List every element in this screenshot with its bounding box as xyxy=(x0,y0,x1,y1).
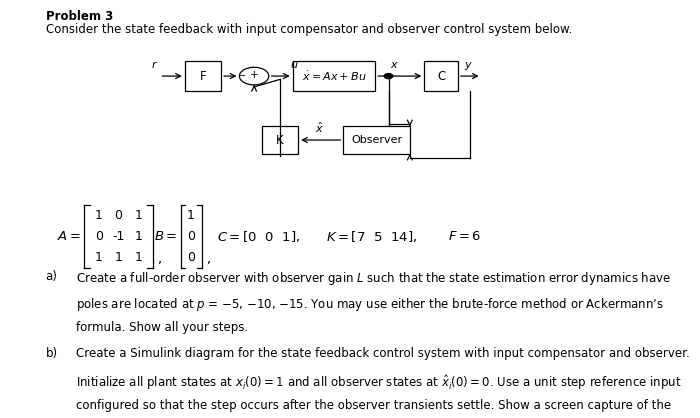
Text: F: F xyxy=(199,69,206,83)
Text: Create a full-order observer with observer gain $L$ such that the state estimati: Create a full-order observer with observ… xyxy=(76,270,671,287)
Text: r: r xyxy=(152,60,156,70)
Text: 0: 0 xyxy=(187,229,195,243)
Text: $\dot{x} = Ax + Bu$: $\dot{x} = Ax + Bu$ xyxy=(302,69,366,83)
Text: Initialize all plant states at $x_i(0) = 1$ and all observer states at $\hat{x}_: Initialize all plant states at $x_i(0) =… xyxy=(76,373,681,392)
Bar xyxy=(344,126,410,153)
Text: $K = [7\ \ 5\ \ 14],$: $K = [7\ \ 5\ \ 14],$ xyxy=(326,229,416,244)
Text: 1: 1 xyxy=(135,250,143,264)
Bar xyxy=(262,126,298,153)
Text: formula. Show all your steps.: formula. Show all your steps. xyxy=(76,321,248,334)
Bar xyxy=(424,61,458,91)
Text: Consider the state feedback with input compensator and observer control system b: Consider the state feedback with input c… xyxy=(46,23,572,36)
Text: C: C xyxy=(437,69,445,83)
Bar xyxy=(185,61,221,91)
Bar xyxy=(293,61,375,91)
Text: $B =$: $B =$ xyxy=(154,229,177,243)
Text: 1: 1 xyxy=(114,250,122,264)
Text: 1: 1 xyxy=(135,229,143,243)
Text: u: u xyxy=(290,60,298,70)
Text: +: + xyxy=(250,70,258,80)
Text: configured so that the step occurs after the observer transients settle. Show a : configured so that the step occurs after… xyxy=(76,399,671,412)
Text: a): a) xyxy=(46,270,57,283)
Text: x: x xyxy=(390,60,397,70)
Text: poles are located at $p$ = −5, −10, −15. You may use either the brute-force meth: poles are located at $p$ = −5, −10, −15.… xyxy=(76,296,664,313)
Circle shape xyxy=(239,67,269,85)
Text: ,: , xyxy=(158,253,162,267)
Text: $A =$: $A =$ xyxy=(57,229,80,243)
Text: 0: 0 xyxy=(187,250,195,264)
Text: y: y xyxy=(464,60,471,70)
Text: ,: , xyxy=(206,253,210,267)
Text: Observer: Observer xyxy=(351,135,402,145)
Text: $\hat{x}$: $\hat{x}$ xyxy=(315,121,323,135)
Text: 1: 1 xyxy=(135,209,143,222)
Text: Problem 3: Problem 3 xyxy=(46,10,113,23)
Text: 1: 1 xyxy=(95,209,103,222)
Text: $F = 6$: $F = 6$ xyxy=(448,229,482,243)
Text: K: K xyxy=(276,133,284,147)
Text: $C = [0\ \ 0\ \ 1],$: $C = [0\ \ 0\ \ 1],$ xyxy=(217,229,300,244)
Text: -1: -1 xyxy=(112,229,125,243)
Text: 1: 1 xyxy=(95,250,103,264)
Text: Create a Simulink diagram for the state feedback control system with input compe: Create a Simulink diagram for the state … xyxy=(76,347,690,360)
Text: 0: 0 xyxy=(114,209,122,222)
Circle shape xyxy=(384,74,393,79)
Text: b): b) xyxy=(46,347,57,360)
Text: 1: 1 xyxy=(187,209,195,222)
Text: 0: 0 xyxy=(95,229,103,243)
Text: −: − xyxy=(238,71,246,81)
